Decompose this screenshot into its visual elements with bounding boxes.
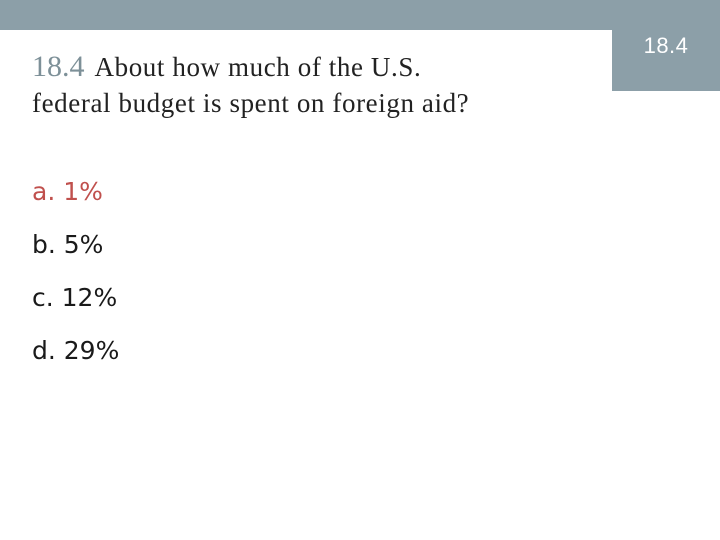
question-title: 18.4 About how much of the U.S. federal b… <box>32 49 602 121</box>
answer-option-c: c. 12% <box>32 283 118 312</box>
question-text-line-1: About how much of the U.S. <box>94 52 422 82</box>
section-number-label: 18.4 <box>643 32 689 58</box>
answer-options: a. 1% b. 5% c. 12% d. 29% <box>32 172 119 384</box>
answer-option-a: a. 1% <box>32 177 103 206</box>
section-number-tab: 18.4 <box>612 0 720 91</box>
header-bar <box>0 0 720 30</box>
question-number: 18.4 <box>32 50 85 83</box>
answer-option-b: b. 5% <box>32 230 104 259</box>
question-text-line-2: federal budget is spent on foreign aid? <box>32 88 470 118</box>
answer-option-d: d. 29% <box>32 336 120 365</box>
